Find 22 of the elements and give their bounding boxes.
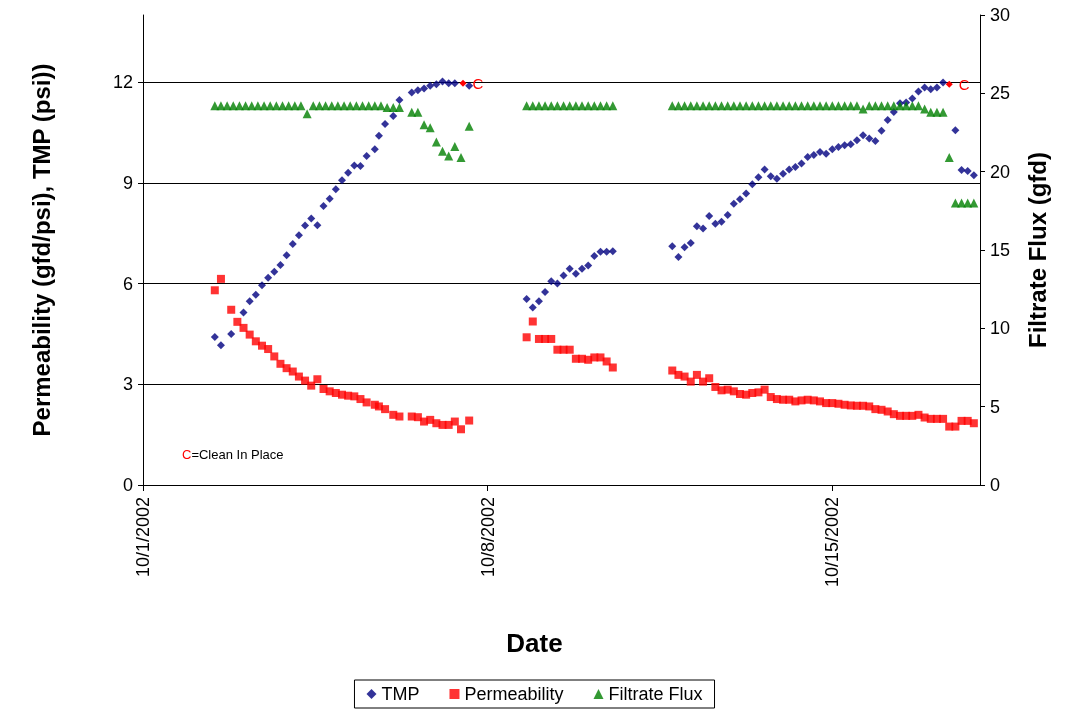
x-tick-label: 10/15/2002 <box>822 497 843 588</box>
legend-label: Filtrate Flux <box>608 684 703 704</box>
x-tick-label: 10/1/2002 <box>133 497 153 578</box>
y2-tick-label: 0 <box>990 475 1001 495</box>
legend-label: TMP <box>381 684 420 704</box>
x-axis-title: Date <box>506 628 563 658</box>
y2-tick-label: 15 <box>990 240 1011 260</box>
y-tick-label: 12 <box>112 72 133 93</box>
annotation: C=Clean In Place <box>182 447 284 462</box>
y-tick-label: 3 <box>122 374 133 395</box>
x-tick-label: 10/8/2002 <box>477 497 498 578</box>
y-tick-label: 9 <box>122 172 133 193</box>
y2-tick-label: 25 <box>990 83 1011 104</box>
y2-tick-label: 10 <box>990 318 1011 339</box>
y2-tick-label: 5 <box>990 396 1001 417</box>
legend-label: Permeability <box>464 684 564 704</box>
y-axis-title: Permeability (gfd/psi), TMP (psi)) <box>27 63 55 437</box>
y2-tick-label: 20 <box>990 161 1011 182</box>
y-tick-label: 6 <box>122 273 133 294</box>
y2-tick-label: 30 <box>990 5 1011 25</box>
y2-axis-title: Filtrate Flux (gfd) <box>1023 152 1051 348</box>
y-tick-label: 0 <box>122 475 133 495</box>
